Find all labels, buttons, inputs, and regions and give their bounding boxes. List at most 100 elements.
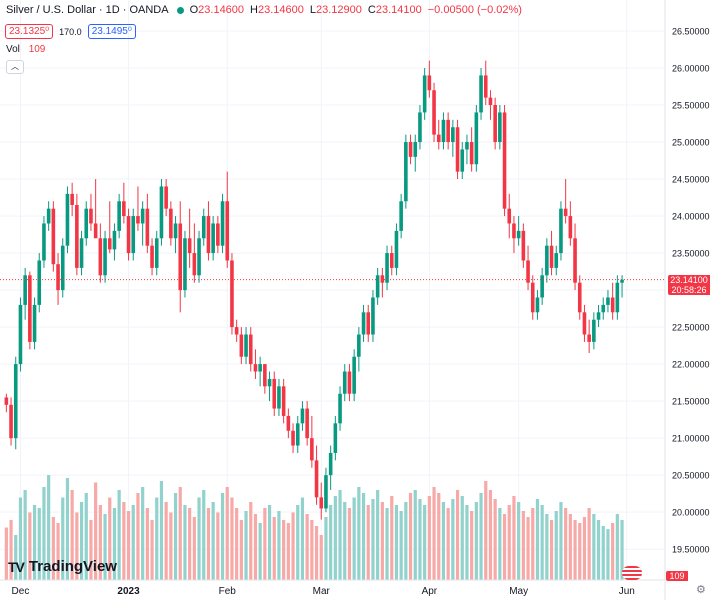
- volume-bar: [488, 490, 493, 580]
- volume-bar: [244, 511, 248, 580]
- tradingview-logo-icon: TV: [8, 558, 25, 575]
- candle-body: [314, 460, 319, 498]
- candle-body: [248, 334, 253, 365]
- candle-body: [408, 142, 413, 157]
- volume-bar: [103, 514, 107, 580]
- candle-body: [258, 364, 262, 372]
- volume-bar: [28, 512, 32, 580]
- volume-bar: [23, 490, 27, 580]
- candle-body: [361, 312, 366, 335]
- volume-bar: [239, 520, 243, 580]
- volume-bar: [150, 520, 154, 580]
- volume-bar: [183, 505, 187, 580]
- volume-bar: [155, 497, 159, 580]
- buy-button[interactable]: 23.1495⁰: [87, 24, 136, 39]
- candle-body: [136, 216, 140, 224]
- us-flag-icon[interactable]: [622, 566, 642, 580]
- volume-bar: [441, 502, 446, 580]
- volume-bar: [587, 508, 591, 580]
- candle-body: [474, 112, 479, 165]
- volume-bar: [596, 520, 601, 580]
- volume-bar: [451, 499, 455, 580]
- volume-bar: [47, 475, 51, 580]
- x-axis[interactable]: Dec2023FebMarAprMayJunJul24: [12, 586, 710, 597]
- candle-body: [418, 112, 422, 143]
- x-tick-label: May: [509, 586, 528, 597]
- volume-bar: [4, 527, 8, 580]
- volume-bar: [465, 505, 469, 580]
- candle-body: [192, 253, 197, 276]
- volume-bar: [455, 490, 460, 580]
- volume-bar: [220, 493, 225, 580]
- volume-bar: [131, 505, 135, 580]
- candle-body: [107, 238, 112, 250]
- candle-body: [300, 408, 305, 424]
- volume-label[interactable]: Vol: [6, 44, 20, 55]
- candle-body: [277, 386, 281, 409]
- volume-bar: [75, 512, 79, 580]
- candle-body: [159, 186, 164, 239]
- candle-body: [526, 260, 530, 283]
- gear-icon[interactable]: ⚙: [696, 584, 706, 596]
- candle-body: [577, 282, 582, 313]
- volume-bar: [535, 499, 540, 580]
- candle-body: [319, 497, 324, 509]
- symbol-title[interactable]: Silver / U.S. Dollar · 1D · OANDA: [6, 4, 169, 16]
- sell-button[interactable]: 23.1325⁰: [5, 24, 54, 39]
- candle-body: [56, 264, 60, 291]
- volume-bar: [333, 496, 337, 580]
- candle-body: [399, 201, 403, 231]
- volume-bar: [437, 493, 441, 580]
- candle-body: [122, 201, 126, 217]
- collapse-legend-button[interactable]: ︿: [6, 60, 24, 74]
- volume-bar: [70, 490, 74, 580]
- volume-bar: [286, 523, 290, 580]
- candle-body: [422, 75, 427, 113]
- candle-body: [103, 238, 107, 276]
- volume-bar: [98, 505, 102, 580]
- volume-bar: [272, 517, 276, 580]
- y-tick-label: 23.50000: [672, 249, 710, 259]
- volume-bar: [225, 487, 229, 580]
- volume-bar: [89, 520, 93, 580]
- volume-bar: [117, 490, 121, 580]
- candle-body: [93, 223, 98, 239]
- volume-bar: [399, 511, 403, 580]
- high-label: H: [250, 4, 258, 16]
- volume-bar: [568, 514, 572, 580]
- volume-bar: [564, 508, 568, 580]
- candle-body: [154, 238, 159, 268]
- market-status-icon: [176, 6, 184, 14]
- candle-body: [145, 208, 150, 246]
- candle-body: [239, 334, 244, 357]
- candle-body: [620, 279, 624, 283]
- volume-bar: [484, 481, 488, 580]
- candle-body: [310, 438, 314, 461]
- candle-body: [483, 75, 488, 98]
- volume-bar: [578, 523, 582, 580]
- candle-body: [65, 193, 70, 246]
- candle-body: [615, 282, 620, 313]
- volume-bar: [126, 511, 131, 580]
- volume-bar: [188, 508, 192, 580]
- candle-body: [305, 408, 309, 439]
- volume-bar: [549, 520, 554, 580]
- volume-bar: [502, 514, 507, 580]
- candle-body: [394, 230, 399, 268]
- volume-bar: [517, 502, 521, 580]
- candle-body: [197, 238, 201, 276]
- volume-bar: [277, 511, 281, 580]
- candle-body: [568, 216, 573, 239]
- volume-bar: [531, 508, 535, 580]
- y-tick-label: 22.50000: [672, 323, 710, 333]
- volume-bar: [446, 508, 450, 580]
- candle-body: [18, 304, 23, 365]
- volume-bar: [141, 487, 145, 580]
- volume-bar: [394, 505, 399, 580]
- tradingview-logo[interactable]: TV TradingView: [8, 558, 117, 575]
- volume-bar: [615, 514, 619, 580]
- volume-bar: [432, 487, 436, 580]
- candle-body: [126, 216, 131, 254]
- y-tick-label: 26.00000: [672, 64, 710, 74]
